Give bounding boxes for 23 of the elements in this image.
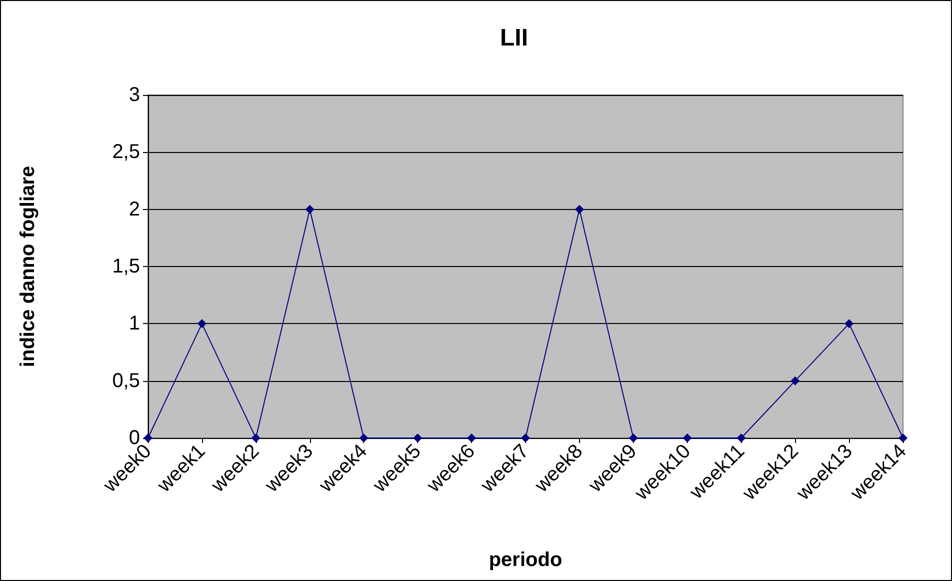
point bbox=[844, 319, 854, 328]
point bbox=[359, 434, 368, 442]
point bbox=[574, 204, 584, 214]
x-axis-title: periodo bbox=[488, 549, 562, 571]
point bbox=[467, 434, 476, 442]
point bbox=[521, 434, 530, 442]
point bbox=[790, 376, 800, 386]
y-tick-label: 0,5 bbox=[112, 370, 140, 392]
point bbox=[682, 434, 692, 442]
point bbox=[628, 434, 638, 442]
y-tick-label: 1 bbox=[128, 312, 140, 335]
y-tick-label: 3 bbox=[128, 84, 140, 106]
y-tick-label: 2,5 bbox=[112, 141, 140, 164]
y-tick-label: 2 bbox=[128, 198, 140, 220]
point bbox=[305, 204, 314, 214]
point bbox=[251, 434, 260, 442]
point bbox=[736, 434, 746, 442]
point bbox=[898, 434, 908, 442]
point bbox=[413, 434, 422, 442]
point bbox=[197, 319, 206, 328]
y-tick-label: 1,5 bbox=[112, 256, 140, 278]
chart-title: LII bbox=[500, 24, 528, 52]
y-axis-title: indice danno fogliare bbox=[17, 166, 39, 368]
